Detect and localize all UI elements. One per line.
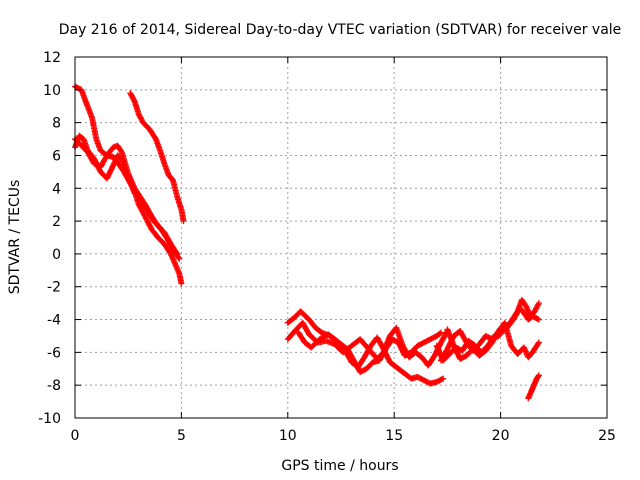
x-axis-label: GPS time / hours <box>281 458 398 474</box>
data-point <box>535 373 542 380</box>
data-point <box>535 316 542 323</box>
series-track <box>525 372 542 402</box>
data-point <box>535 339 542 346</box>
data-point <box>117 147 124 154</box>
data-point <box>535 300 542 307</box>
y-tick-label: 4 <box>52 181 61 197</box>
data-point <box>535 372 542 379</box>
x-tick-label: 25 <box>598 428 616 444</box>
y-tick-label: 0 <box>52 247 61 263</box>
data-point <box>438 376 445 383</box>
y-tick-label: 12 <box>43 50 61 66</box>
y-tick-label: -10 <box>38 411 61 427</box>
data-point <box>438 329 445 336</box>
data-point <box>535 340 542 347</box>
data-point <box>176 255 183 262</box>
x-tick-label: 20 <box>492 428 510 444</box>
chart-title: Day 216 of 2014, Sidereal Day-to-day VTE… <box>59 22 622 38</box>
series-track <box>284 319 451 369</box>
data-points <box>72 83 542 402</box>
data-point <box>174 250 181 257</box>
x-tick-label: 15 <box>385 428 403 444</box>
x-tick-label: 5 <box>177 428 186 444</box>
y-tick-label: 2 <box>52 214 61 230</box>
y-tick-label: 6 <box>52 148 61 164</box>
data-point <box>152 134 159 141</box>
data-point <box>178 280 185 287</box>
series-track <box>127 90 187 225</box>
y-tick-label: 10 <box>43 83 61 99</box>
series-track <box>444 319 542 362</box>
y-tick-label: -2 <box>47 280 61 296</box>
y-tick-label: -8 <box>47 378 61 394</box>
data-point <box>173 249 180 256</box>
y-axis-label: SDTVAR / TECUs <box>7 180 23 295</box>
axis-ticks: 0 5 10 15 20 25 -10 -8 -6 -4 -2 0 2 4 6 8 10 12 <box>38 50 616 444</box>
series-track <box>295 329 447 387</box>
y-tick-label: -4 <box>47 313 61 329</box>
data-point <box>175 254 182 261</box>
grid <box>75 57 607 418</box>
x-tick-label: 0 <box>71 428 80 444</box>
series-track <box>72 136 181 257</box>
plot-frame <box>74 56 608 419</box>
data-point <box>440 375 447 382</box>
data-point <box>180 218 187 225</box>
data-point <box>436 330 443 337</box>
y-tick-label: 8 <box>52 116 61 132</box>
x-tick-label: 10 <box>279 428 297 444</box>
y-tick-label: -6 <box>47 345 61 361</box>
series-track <box>72 83 185 287</box>
data-point <box>534 315 541 322</box>
